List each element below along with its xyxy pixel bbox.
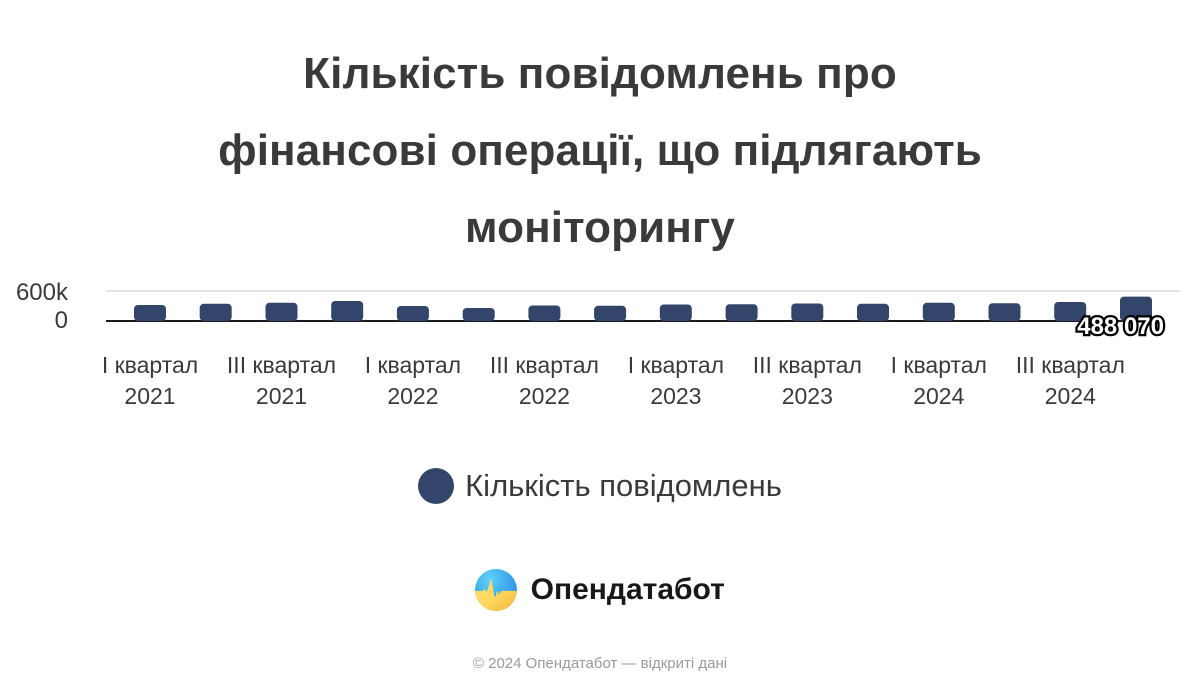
svg-text:I квартал: I квартал: [891, 352, 987, 378]
svg-text:488 070: 488 070: [1077, 313, 1164, 340]
svg-text:2021: 2021: [124, 383, 175, 409]
svg-text:2022: 2022: [387, 383, 438, 409]
svg-text:2024: 2024: [913, 383, 964, 409]
svg-text:I квартал: I квартал: [628, 352, 724, 378]
svg-text:0: 0: [55, 307, 68, 334]
svg-text:III квартал: III квартал: [1016, 352, 1125, 378]
svg-text:I квартал: I квартал: [102, 352, 198, 378]
svg-text:2023: 2023: [782, 383, 833, 409]
svg-text:2021: 2021: [256, 383, 307, 409]
svg-text:2023: 2023: [650, 383, 701, 409]
svg-text:III квартал: III квартал: [227, 352, 336, 378]
svg-text:2024: 2024: [1045, 383, 1096, 409]
svg-text:III квартал: III квартал: [753, 352, 862, 378]
svg-text:2022: 2022: [519, 383, 570, 409]
svg-text:I квартал: I квартал: [365, 352, 461, 378]
svg-text:600k: 600k: [16, 279, 69, 306]
svg-text:III квартал: III квартал: [490, 352, 599, 378]
